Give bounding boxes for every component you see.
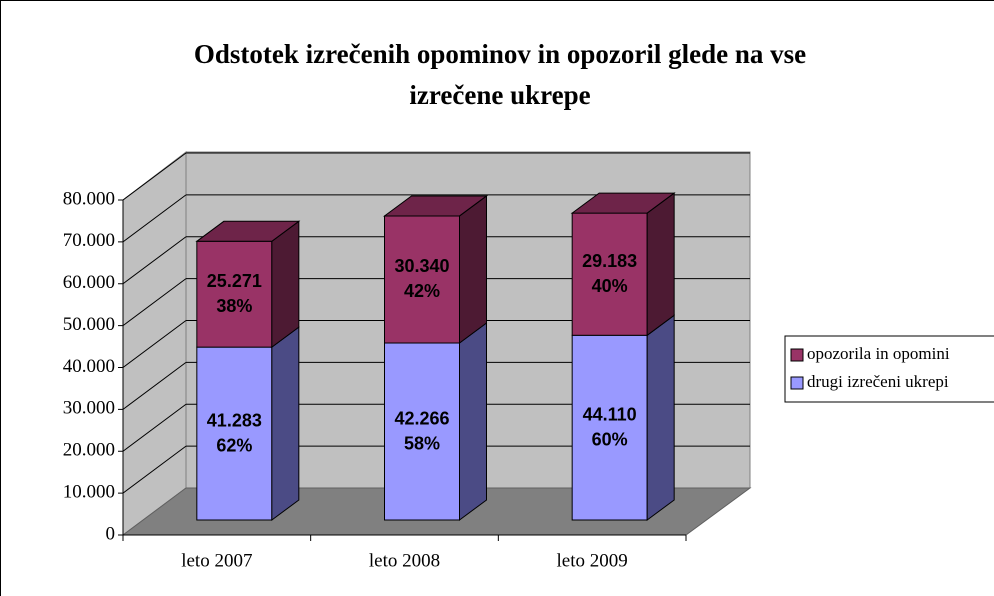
y-tick-label: 70.000 [63,230,115,251]
bar-segment [384,342,460,521]
value-label: 42.266 [394,408,449,428]
value-label: 44.110 [583,404,637,424]
bar-segment [196,346,273,521]
x-tick-label: leto 2009 [557,550,628,571]
percent-label: 40% [592,276,628,296]
grid-line [122,445,187,494]
grid-line [122,152,187,201]
value-label: 25.271 [207,271,262,291]
bar-top [570,192,676,214]
bar-side [459,194,487,345]
percent-label: 62% [216,435,252,455]
percent-label: 42% [404,281,440,301]
bar-segment [196,240,273,348]
value-label: 30.340 [394,256,449,276]
bar-segment [384,215,460,344]
percent-label: 38% [216,296,252,316]
x-tick-label: leto 2007 [181,550,252,571]
y-tick-label: 80.000 [63,188,115,209]
y-tick-label: 0 [106,523,116,544]
grid-line [122,361,187,410]
bar-side [271,220,300,349]
bar-side [646,192,675,337]
bar-side [646,314,675,521]
grid-line [122,194,187,243]
x-tick-label: leto 2008 [369,550,440,571]
legend-label: drugi izrečeni ukrepi [807,372,949,391]
bar-side [459,322,487,521]
y-tick-label: 50.000 [63,314,115,335]
grid-line [122,236,187,285]
title-line: Odstotek izrečenih opominov in opozoril … [194,39,806,69]
legend-label: opozorila in opomini [807,344,950,363]
legend-swatch [790,348,804,362]
bar-top [195,220,301,242]
y-tick-label: 60.000 [63,272,115,293]
legend-swatch [790,376,804,390]
y-tick-label: 10.000 [63,481,115,502]
value-label: 29.183 [582,251,637,271]
y-tick-label: 20.000 [63,440,115,461]
value-label: 41.283 [207,410,262,430]
percent-label: 60% [592,429,628,449]
grid-line [122,278,187,327]
title-line: izrečene ukrepe [409,80,590,110]
grid-line [122,403,187,452]
y-tick-label: 30.000 [63,398,115,419]
bar-top [382,195,489,217]
legend [784,335,994,403]
y-tick-label: 40.000 [63,356,115,377]
bar-segment [571,334,648,521]
chart-title: Odstotek izrečenih opominov in opozoril … [194,39,806,110]
grid-line [122,320,187,368]
percent-label: 58% [404,433,440,453]
bar-side [271,326,300,521]
bar-segment [571,212,648,336]
